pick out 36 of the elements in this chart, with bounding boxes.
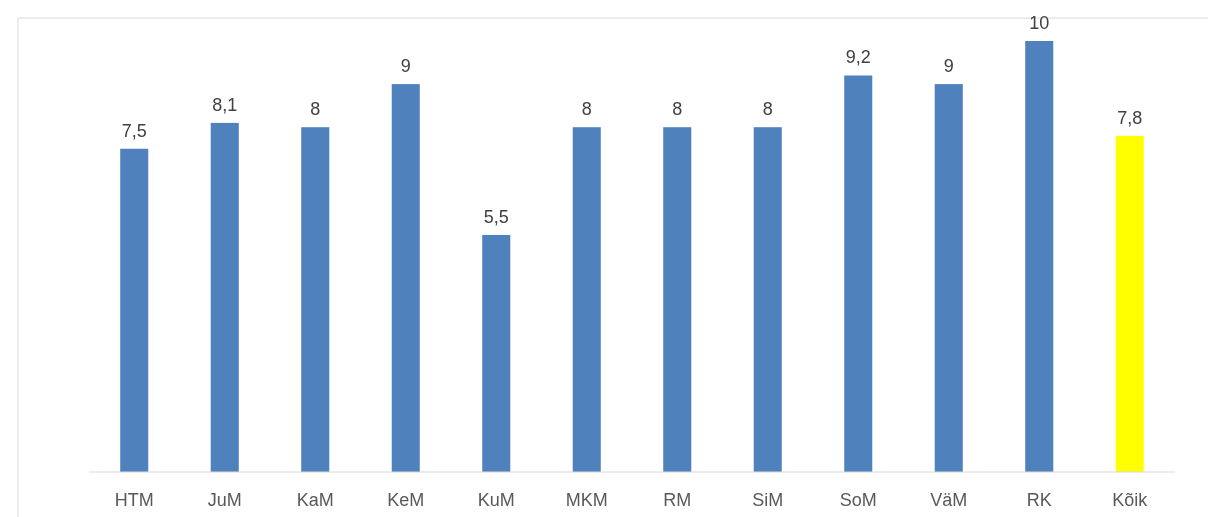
x-tick-label: SoM: [839, 490, 877, 510]
data-label: 8: [581, 99, 592, 120]
data-label: 9,2: [845, 47, 871, 68]
x-tick-label: HTM: [114, 490, 154, 510]
x-tick-label: KuM: [477, 490, 515, 510]
bar: [210, 122, 239, 472]
x-tick-label: Kõik: [1112, 490, 1149, 510]
data-label: 9: [400, 56, 411, 77]
bar: [1025, 41, 1054, 472]
data-label: 8,1: [212, 94, 238, 115]
bar: [572, 127, 601, 472]
x-tick-label: SiM: [752, 490, 784, 510]
x-tick-label: MKM: [565, 490, 608, 510]
data-label: 7,8: [1117, 107, 1143, 128]
x-tick-label: JuM: [207, 490, 242, 510]
data-label: 8: [310, 99, 321, 120]
bar: [663, 127, 692, 472]
x-tick-label: KaM: [296, 490, 334, 510]
data-label: 9: [943, 56, 954, 77]
bar: [391, 84, 420, 472]
data-label: 5,5: [483, 206, 509, 227]
x-tick-label: VäM: [930, 490, 968, 510]
x-tick-label: RK: [1026, 490, 1052, 510]
bar: [1115, 135, 1144, 472]
bar: [934, 84, 963, 472]
bar: [301, 127, 330, 472]
bar: [753, 127, 782, 472]
bar: [482, 234, 511, 472]
data-label: 8: [762, 99, 773, 120]
data-label: 8: [672, 99, 683, 120]
bar: [844, 75, 873, 472]
data-label: 7,5: [121, 120, 147, 141]
x-tick-label: KeM: [387, 490, 425, 510]
x-tick-label: RM: [663, 490, 692, 510]
data-label: 10: [1029, 13, 1050, 33]
bar: [120, 148, 149, 472]
